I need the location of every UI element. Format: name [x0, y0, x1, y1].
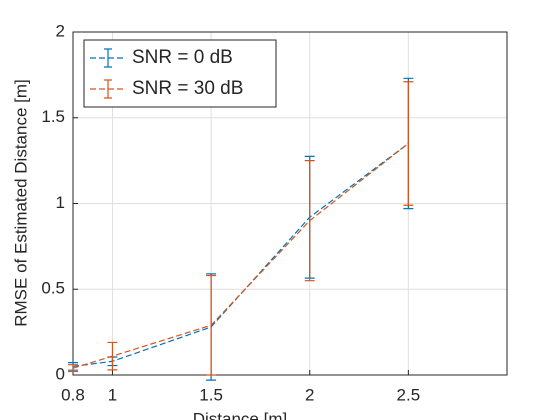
- axes-box: [72, 31, 508, 376]
- error-bar: [304, 160, 315, 282]
- y-tick-label: 0.5: [41, 279, 65, 298]
- y-tick-label: 2: [56, 21, 65, 40]
- error-bar: [68, 364, 78, 373]
- error-bar: [206, 274, 217, 376]
- legend-swatch: [104, 79, 112, 99]
- x-tick-label: 0.8: [61, 385, 85, 404]
- y-tick-label: 0: [56, 364, 65, 383]
- legend-label: SNR = 0 dB: [132, 47, 233, 68]
- error-bar: [403, 81, 414, 206]
- x-tick-label: 2.5: [397, 385, 421, 404]
- y-axis-label: RMSE of Estimated Distance [m]: [11, 79, 30, 327]
- legend-label: SNR = 30 dB: [132, 78, 243, 99]
- x-tick-label: 2: [305, 385, 314, 404]
- y-tick-label: 1.5: [41, 107, 65, 126]
- x-tick-label: 1.5: [199, 385, 223, 404]
- legend-box: [83, 39, 277, 108]
- x-tick-label: 1: [108, 385, 117, 404]
- x-axis-label: Distance [m]: [193, 409, 287, 420]
- error-bar: [107, 341, 118, 371]
- y-tick-label: 1: [56, 193, 65, 212]
- legend-swatch: [104, 48, 112, 68]
